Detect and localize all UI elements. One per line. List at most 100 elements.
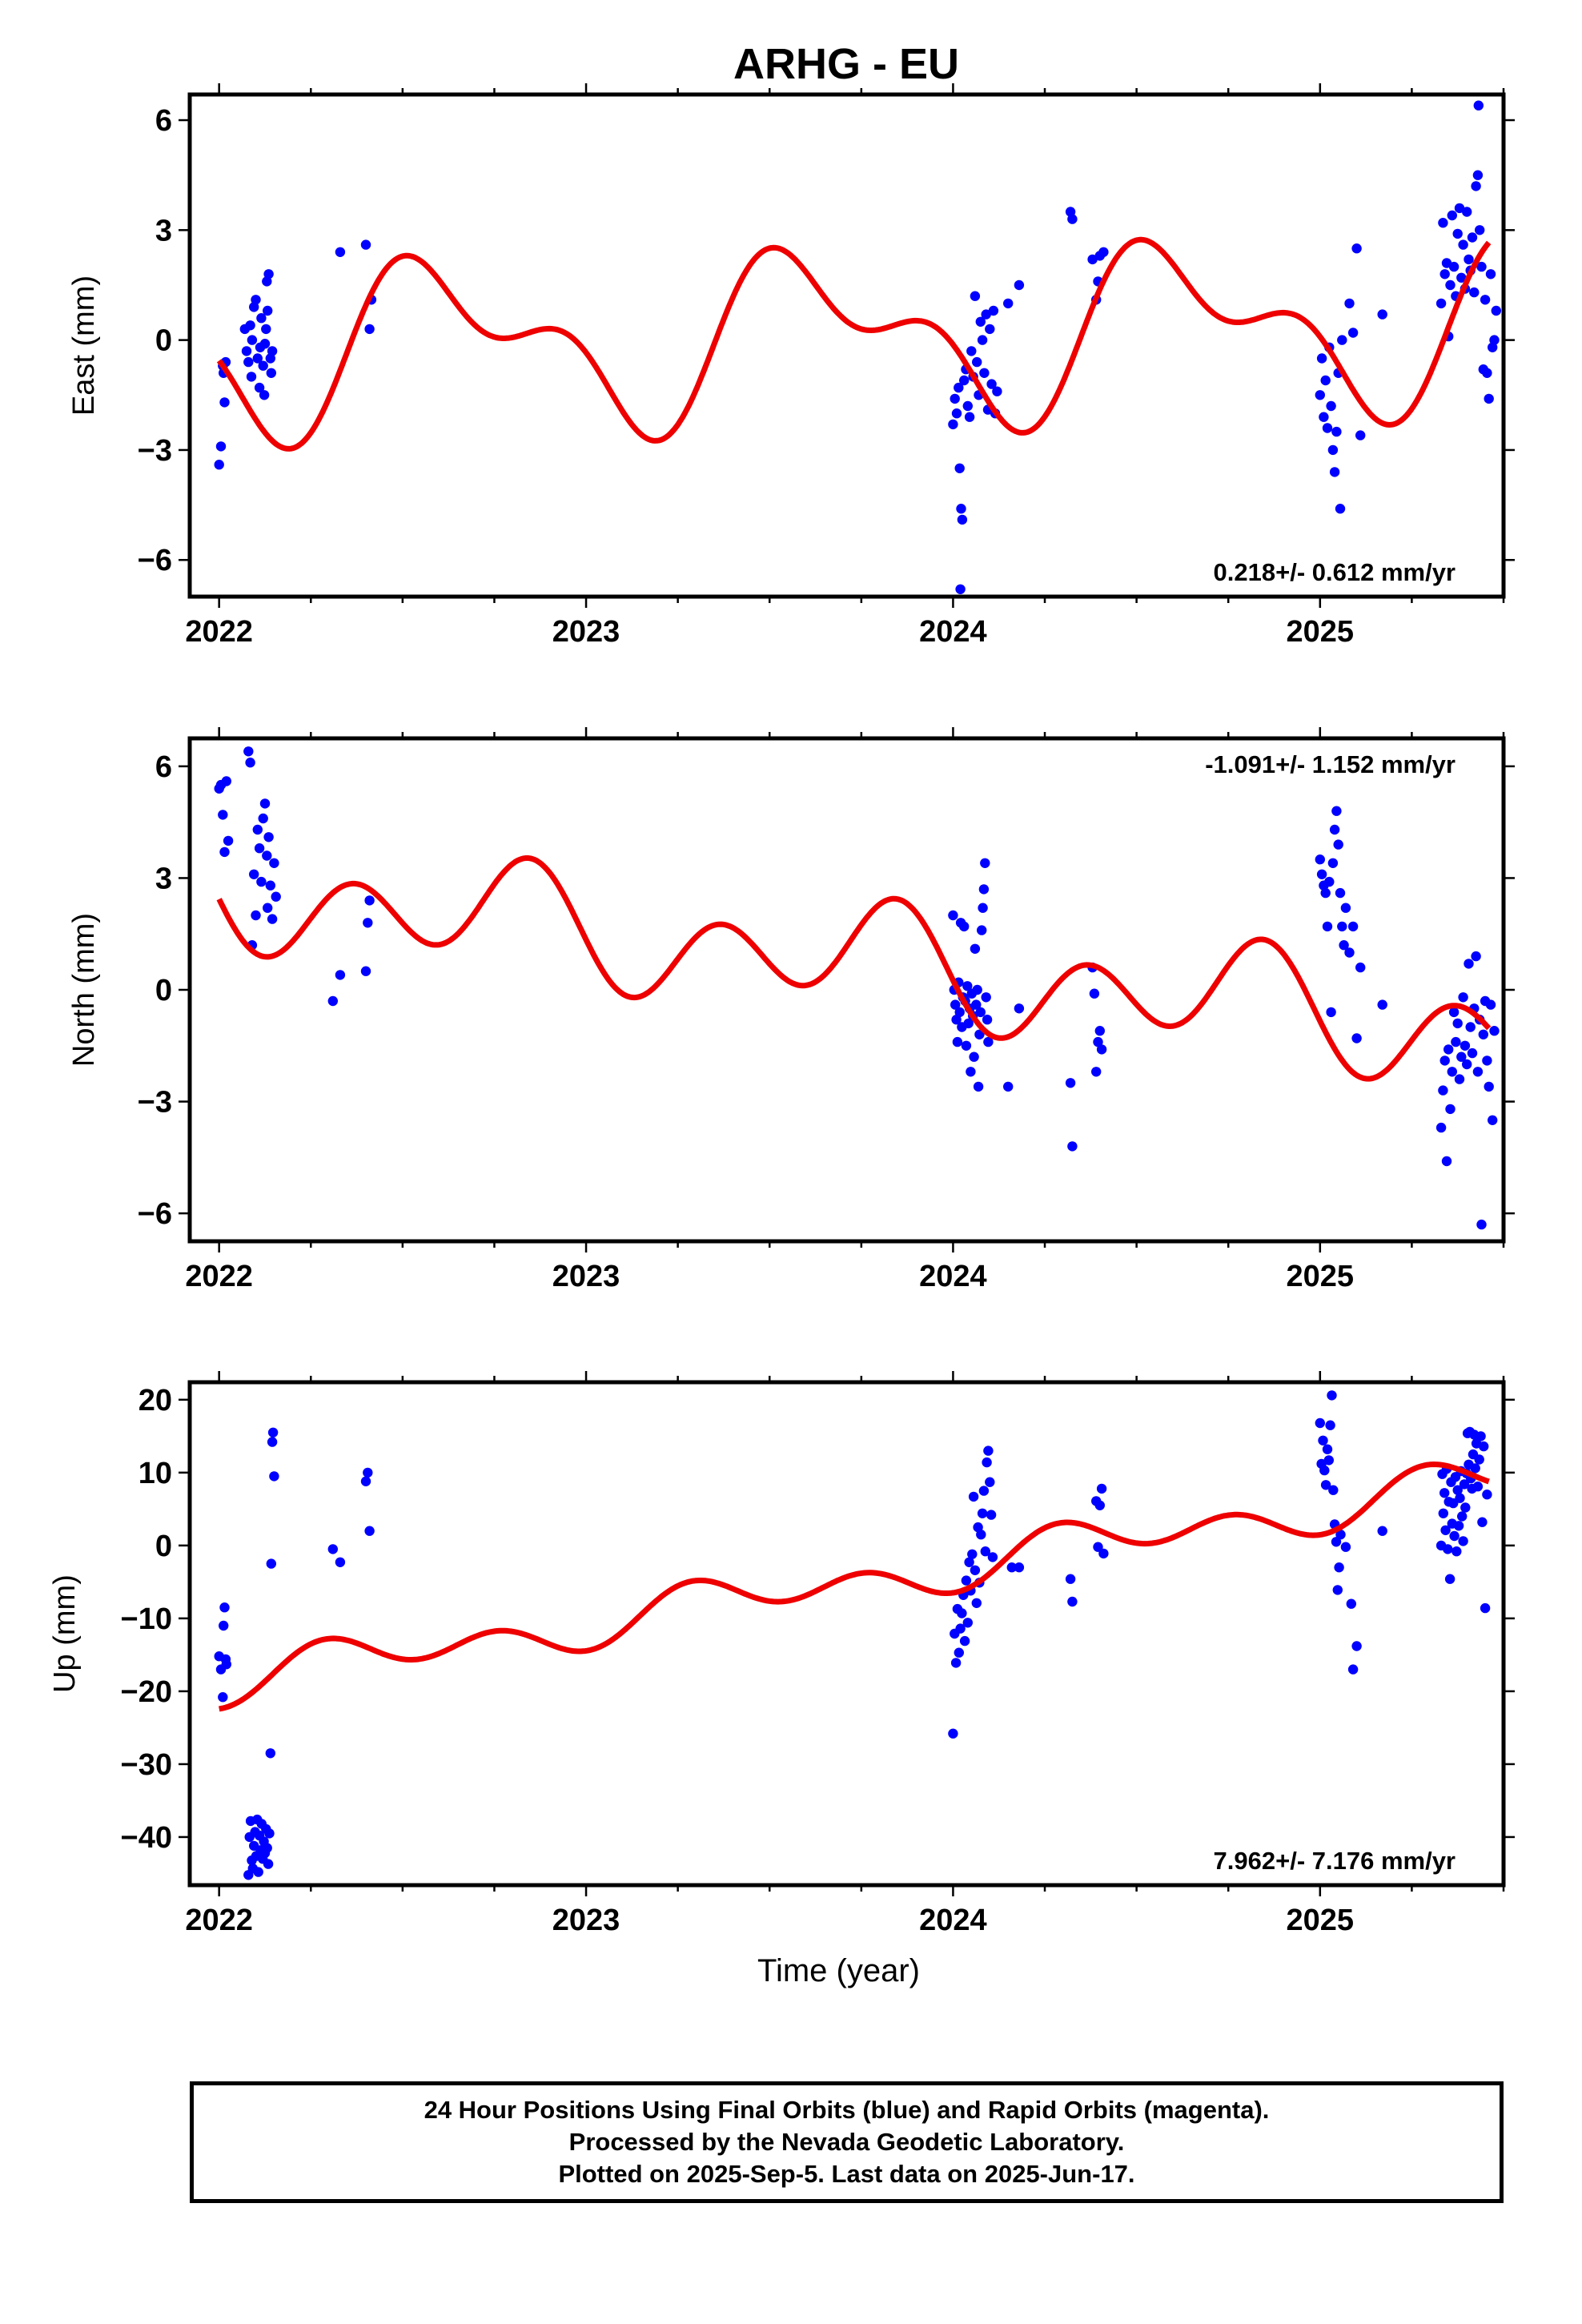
data-point [214, 460, 224, 470]
data-point [959, 375, 970, 386]
data-point [1067, 214, 1078, 224]
data-point [970, 943, 981, 955]
data-point [1333, 839, 1343, 850]
data-point [948, 419, 958, 430]
data-point [1316, 869, 1327, 880]
x-tick-label: 2025 [1287, 615, 1355, 649]
data-point [1467, 1047, 1478, 1059]
data-point [252, 824, 263, 835]
data-point [975, 1007, 986, 1018]
data-point [977, 1508, 988, 1519]
y-tick-label: −6 [138, 544, 172, 577]
data-point [987, 1552, 998, 1562]
data-point [271, 891, 281, 902]
data-point [1315, 390, 1326, 400]
data-point [262, 1843, 272, 1853]
data-point [1452, 1018, 1463, 1029]
data-point [266, 368, 276, 378]
data-point [951, 408, 962, 419]
data-point [970, 291, 981, 301]
x-tick-label: 2025 [1287, 1260, 1355, 1293]
data-point [243, 356, 254, 368]
data-point [1337, 921, 1347, 932]
data-point [972, 984, 982, 995]
data-point [1465, 1022, 1476, 1032]
data-point [1482, 1055, 1492, 1066]
data-point [249, 869, 259, 880]
data-point [1067, 1141, 1078, 1152]
data-point [1443, 1544, 1453, 1554]
data-point [1435, 298, 1447, 309]
data-point [983, 1036, 994, 1047]
data-point [215, 441, 227, 452]
data-point [1331, 426, 1342, 437]
data-point [964, 412, 975, 422]
data-point [1014, 1003, 1025, 1014]
data-point [269, 858, 279, 869]
data-point [1355, 430, 1366, 440]
data-points-east [214, 100, 1502, 594]
data-point [966, 1067, 976, 1077]
data-point [245, 758, 255, 768]
data-point [1003, 298, 1014, 309]
data-point [1346, 1598, 1357, 1609]
data-point [1467, 232, 1478, 243]
data-point [1456, 1051, 1467, 1062]
data-point [1449, 1530, 1460, 1542]
data-point [267, 914, 278, 924]
data-point [1476, 261, 1487, 272]
data-point [1328, 1485, 1339, 1495]
data-point [1448, 261, 1460, 272]
data-point [364, 895, 375, 906]
data-point [254, 382, 265, 393]
data-point [335, 247, 346, 257]
data-point [966, 346, 977, 356]
caption-line-orbits: 24 Hour Positions Using Final Orbits (bl… [424, 2096, 1270, 2124]
data-point [1491, 305, 1502, 316]
data-point [1464, 254, 1474, 265]
data-point [1065, 1574, 1076, 1584]
data-point [1327, 1390, 1337, 1401]
data-point [1355, 962, 1366, 973]
data-point [1488, 1115, 1498, 1126]
data-point [1093, 1036, 1103, 1047]
data-point [246, 372, 257, 382]
y-tick-label: 20 [139, 1384, 172, 1417]
x-tick-label: 2022 [185, 615, 253, 649]
data-point [1329, 824, 1340, 835]
data-point [978, 903, 988, 913]
y-axis-label: North (mm) [67, 913, 101, 1067]
data-point [1473, 100, 1484, 111]
data-point [267, 346, 278, 356]
data-point [1014, 1562, 1025, 1573]
data-point [957, 514, 968, 525]
data-point [269, 1471, 279, 1482]
data-point [1006, 1562, 1018, 1573]
data-point [1448, 1007, 1460, 1018]
data-point [1322, 423, 1333, 433]
data-point [968, 1491, 979, 1502]
data-point [1440, 1525, 1451, 1536]
data-point [1340, 903, 1351, 913]
data-point [1480, 1602, 1491, 1614]
data-point [219, 1602, 230, 1613]
data-point [1485, 269, 1496, 279]
data-point [1462, 1059, 1472, 1070]
data-point [957, 1608, 967, 1618]
data-point [980, 1546, 991, 1557]
data-point [251, 295, 261, 305]
y-tick-label: −6 [138, 1197, 172, 1231]
data-point [970, 1565, 981, 1576]
x-tick-label: 2023 [552, 1904, 620, 1937]
data-point [1464, 959, 1474, 969]
data-point [218, 1692, 228, 1703]
data-point [1445, 279, 1456, 291]
data-point [1091, 1067, 1102, 1077]
data-point [959, 1635, 970, 1647]
plot-frame-north [187, 736, 1506, 1244]
model-curve-east [216, 236, 1492, 452]
data-point [974, 1029, 985, 1040]
data-point [1452, 1546, 1462, 1557]
data-points-up [214, 1390, 1492, 1880]
data-point [1458, 992, 1468, 1003]
